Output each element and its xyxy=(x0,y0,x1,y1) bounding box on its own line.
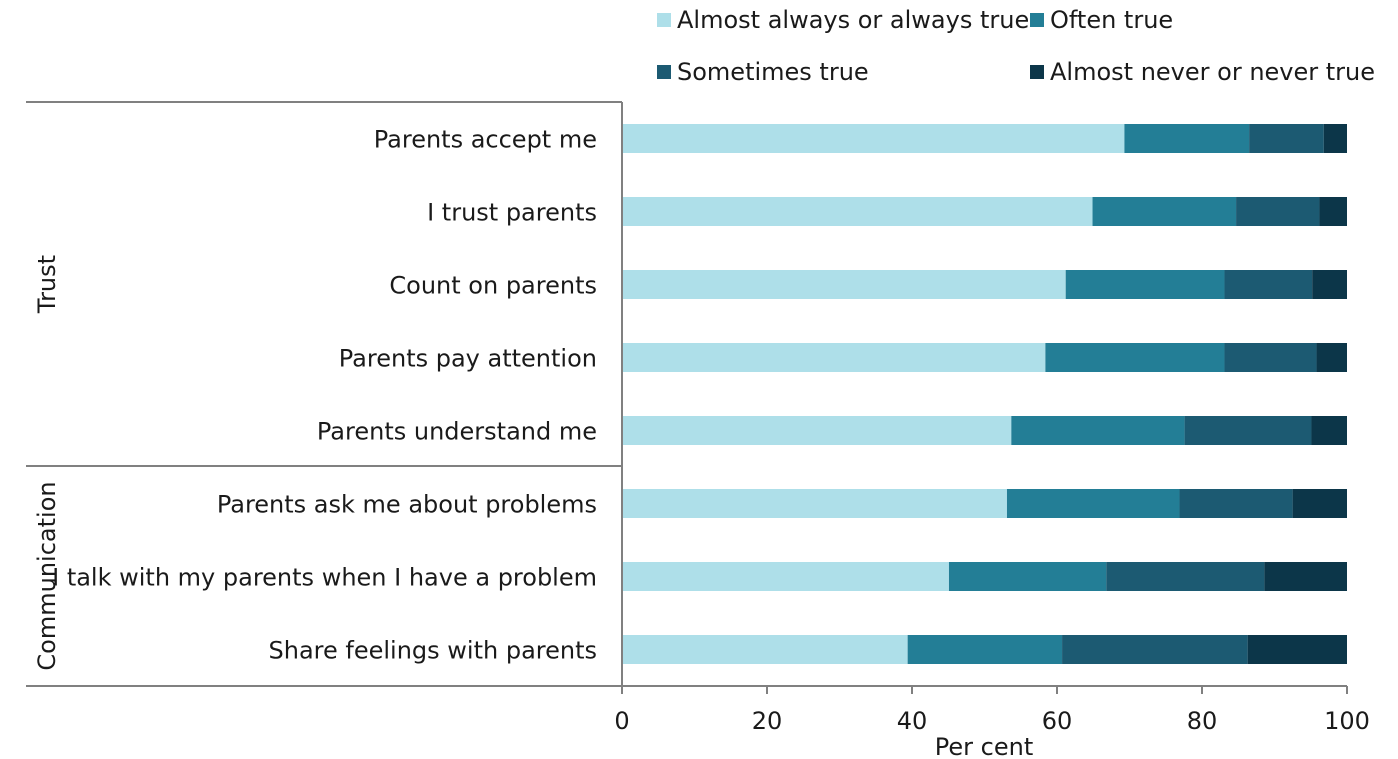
bar-segment xyxy=(622,562,949,591)
category-label: Count on parents xyxy=(389,272,597,300)
bar-segment xyxy=(1011,416,1184,445)
bar-segment xyxy=(1317,343,1347,372)
bar-segment xyxy=(622,489,1007,518)
x-tick-label: 0 xyxy=(614,707,629,735)
x-tick-label: 40 xyxy=(897,707,928,735)
category-label: Parents understand me xyxy=(317,418,597,446)
bar-segment xyxy=(622,197,1093,226)
x-tick-label: 60 xyxy=(1042,707,1073,735)
bar-segment xyxy=(622,270,1066,299)
bar-segment xyxy=(1185,416,1312,445)
bar-segment xyxy=(1124,124,1249,153)
bar-segment xyxy=(622,416,1011,445)
category-label: I trust parents xyxy=(427,199,597,227)
bar-segment xyxy=(1236,197,1319,226)
bar-segment xyxy=(1312,270,1347,299)
bar-segment xyxy=(1319,197,1347,226)
bar-segment xyxy=(1180,489,1293,518)
bar-segment xyxy=(1224,270,1312,299)
bar-segment xyxy=(1093,197,1237,226)
category-label: Parents ask me about problems xyxy=(217,491,597,519)
bar-segment xyxy=(622,635,908,664)
category-label: Share feelings with parents xyxy=(269,637,598,665)
bar-segment xyxy=(1066,270,1225,299)
bar-segment xyxy=(1007,489,1180,518)
bar-segment xyxy=(1248,635,1347,664)
x-tick-label: 80 xyxy=(1187,707,1218,735)
category-label: Parents pay attention xyxy=(339,345,597,373)
x-tick-label: 100 xyxy=(1324,707,1370,735)
bar-segment xyxy=(949,562,1106,591)
x-axis-title: Per cent xyxy=(935,733,1033,759)
bar-segment xyxy=(1224,343,1316,372)
bar-segment xyxy=(622,343,1045,372)
category-label: Parents accept me xyxy=(374,126,597,154)
bars-layer xyxy=(622,124,1347,664)
bar-segment xyxy=(1311,416,1347,445)
bar-segment xyxy=(1106,562,1264,591)
group-label-trust: Trust xyxy=(33,255,61,314)
bar-segment xyxy=(1324,124,1347,153)
bar-segment xyxy=(1264,562,1347,591)
bar-segment xyxy=(1062,635,1248,664)
bar-segment xyxy=(908,635,1062,664)
category-label: I talk with my parents when I have a pro… xyxy=(52,564,597,592)
x-tick-label: 20 xyxy=(752,707,783,735)
bar-segment xyxy=(1293,489,1347,518)
bar-segment xyxy=(622,124,1124,153)
bar-segment xyxy=(1249,124,1324,153)
bar-segment xyxy=(1045,343,1224,372)
